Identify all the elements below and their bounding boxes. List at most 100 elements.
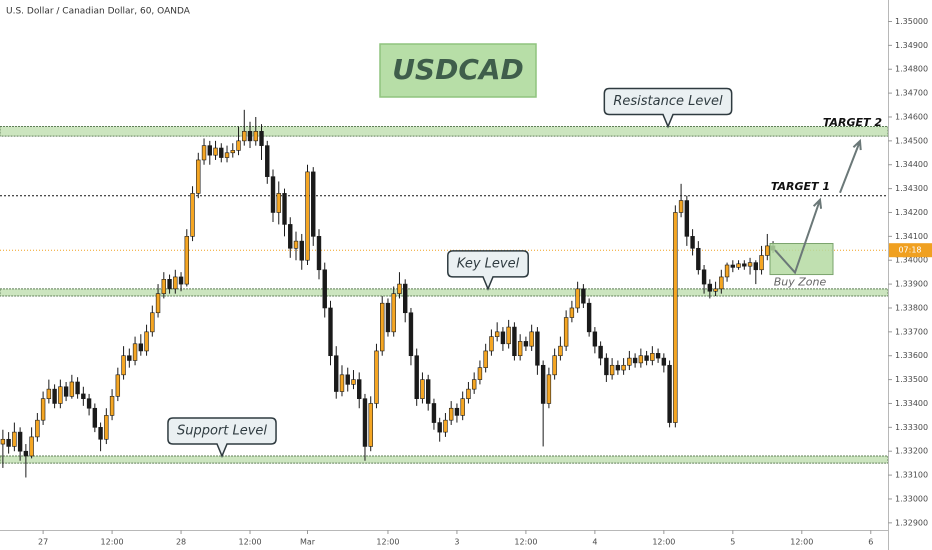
candle-body [644,355,649,361]
callout-label: Support Level [177,423,267,438]
x-tick-label: 6 [868,538,873,547]
candle-body [161,279,167,294]
projection-arrow [774,197,823,275]
candle-body [448,407,454,421]
candle-body [477,367,483,380]
candle-body [357,379,362,399]
candle-body [730,264,736,268]
y-tick-label: 1.34100 [895,232,928,241]
candle-body [655,353,661,359]
candle-body [414,355,419,399]
candle-body [40,398,46,421]
candle-body [35,419,40,438]
candle-body [230,150,235,154]
candle-body [75,381,80,395]
candle-body [673,212,678,423]
x-tick-label: 12:00 [101,538,124,547]
candle-body [282,193,287,225]
candle-body [604,357,609,376]
candle-body [425,379,431,404]
candle-body [132,343,138,361]
x-tick-label: 4 [592,538,597,547]
candle-body [535,331,540,366]
annotations-layer: Resistance Level Key Level Support Level TA… [167,87,883,458]
candle-body [454,407,460,416]
buy-zone [769,243,834,276]
candle-body [483,350,488,368]
candle-body [460,398,465,416]
level-zone [0,288,889,297]
candle-body [184,236,189,285]
candle-body [167,279,172,290]
candle-body [742,263,747,267]
axes-layer: 1.35000 1.34900 1.34800 1.34700 1.34600 1.345… [38,17,932,547]
y-tick-label: 1.34800 [895,65,928,74]
candle-body [178,276,184,285]
candle-body [707,283,713,292]
y-tick-label: 1.33700 [895,327,928,336]
candle-body [265,145,270,177]
candle-body [443,419,448,433]
candle-body [747,262,753,267]
candle-body [615,364,621,371]
candle-body [466,388,471,399]
candle-body [253,131,258,142]
candle-body [339,374,345,392]
x-tick-label: 12:00 [652,538,675,547]
candle-body [345,374,350,385]
price-label: 07:18 [898,246,921,255]
candle-body [736,263,741,268]
candle-body [69,381,75,397]
level-zone [0,455,889,464]
callout-box [447,250,529,291]
candle-body [529,331,534,347]
candle-body [512,326,517,357]
candle-body [403,283,408,314]
candle-body [328,307,333,357]
x-tick-label: Mar [300,538,316,547]
candle-body [201,145,207,161]
candle-body [242,131,247,142]
candle-body [563,317,569,347]
candle-body [552,355,557,376]
candle-body [609,364,615,376]
candle-body [506,326,511,345]
y-tick-label: 1.33500 [895,375,928,384]
candle-body [29,436,34,457]
candle-body [0,438,6,445]
candle-body [517,341,523,357]
target-label: TARGET 2 [823,116,883,129]
candle-body [270,176,276,213]
candle-body [12,431,17,447]
candle-body [127,355,132,361]
candle-body [219,147,224,158]
projection-arrow [839,138,862,194]
candle-body [52,388,57,404]
candle-body [696,247,701,271]
x-tick-label: 12:00 [376,538,399,547]
x-tick-label: 12:00 [790,538,813,547]
candle-body [632,357,638,364]
candle-body [638,355,644,364]
candle-body [81,393,86,399]
candle-body [558,345,563,357]
candle-body [684,200,690,237]
candle-body [374,350,379,404]
price-label-box [889,243,932,258]
candle-body [362,398,368,447]
title-box [379,43,537,98]
candle-body [322,269,327,309]
candle-body [385,302,391,333]
y-tick-label: 1.33900 [895,280,928,289]
candle-body [144,331,149,352]
candle-body [437,422,442,433]
candle-body [621,364,626,371]
candle-body [311,171,316,237]
y-tick-label: 1.34600 [895,112,928,121]
y-tick-label: 1.34500 [895,136,928,145]
candle-body [678,200,684,213]
candle-body [121,355,126,376]
candle-body [598,345,603,359]
candle-body [109,396,115,416]
